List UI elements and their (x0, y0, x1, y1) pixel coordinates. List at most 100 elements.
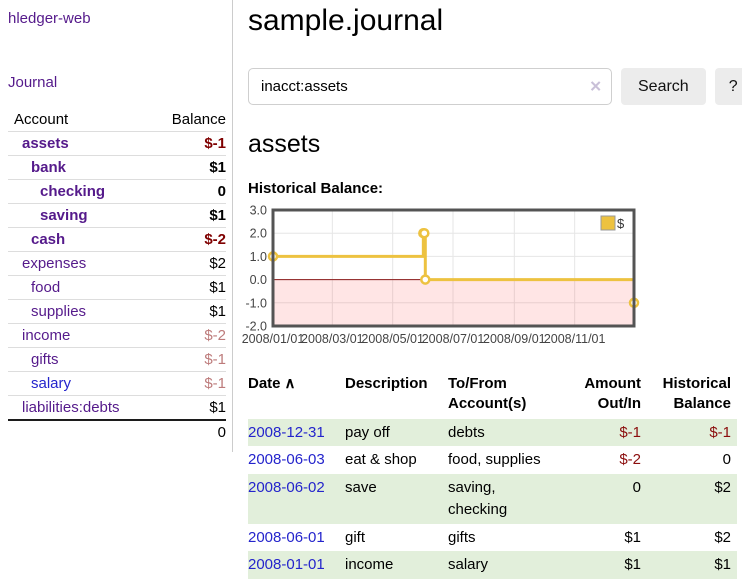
account-balance: $-1 (154, 347, 226, 372)
transaction-description: save (345, 474, 448, 524)
transaction-amount: $-2 (619, 451, 641, 469)
accounts-header-balance: Balance (171, 111, 226, 128)
svg-text:1.0: 1.0 (250, 250, 267, 264)
register-row: 2008-06-03 eat & shop food, supplies $-2… (248, 446, 737, 474)
account-row: food $1 (8, 275, 226, 300)
account-link-supplies[interactable]: supplies (31, 303, 87, 320)
transaction-amount: $-1 (560, 418, 641, 447)
account-link-food[interactable]: food (31, 279, 61, 296)
transaction-balance: $1 (641, 551, 737, 579)
account-link-salary[interactable]: salary (31, 375, 72, 392)
transaction-accounts: gifts (448, 528, 476, 546)
search-form: ✕ Search ? (248, 68, 742, 105)
svg-text:2.0: 2.0 (250, 227, 267, 241)
svg-text:2008/09/01: 2008/09/01 (483, 332, 546, 346)
page-title: sample.journal (248, 4, 444, 37)
transaction-date-link[interactable]: 2008-06-02 (248, 479, 325, 496)
account-balance: $1 (154, 203, 226, 228)
svg-text:2008/03/01: 2008/03/01 (301, 332, 364, 346)
transaction-accounts: salary (448, 551, 560, 579)
account-balance: $1 (154, 275, 226, 300)
account-row: bank $1 (8, 155, 226, 180)
account-balance: $1 (154, 155, 226, 180)
sidebar-item-journal[interactable]: Journal (8, 74, 58, 91)
svg-text:2008/05/01: 2008/05/01 (361, 332, 424, 346)
account-link-saving[interactable]: saving (40, 207, 88, 224)
account-balance: $2 (154, 251, 226, 276)
transaction-description: pay off (345, 418, 448, 447)
transaction-date-link[interactable]: 2008-12-31 (248, 423, 325, 441)
account-balance: $-1 (154, 131, 226, 156)
historical-balance-chart: $3.0 2.0 1.0 0.0 -1.0 -2.02008/01/012008/03/0… (242, 204, 640, 346)
svg-text:$: $ (617, 216, 625, 231)
account-row: gifts $-1 (8, 347, 226, 372)
register-row: 2008-06-02 save saving, checking 0 $2 (248, 474, 737, 524)
account-row: salary $-1 (8, 371, 226, 396)
transaction-amount: $1 (560, 551, 641, 579)
account-balance: $-2 (154, 227, 226, 252)
register-row: 2008-06-01 gift gifts $1 $2 (248, 524, 737, 552)
account-page-title: assets (248, 130, 321, 158)
transaction-accounts: debts (448, 418, 560, 447)
transaction-accounts: food, supplies (448, 451, 541, 469)
transaction-date-link[interactable]: 2008-01-01 (248, 556, 325, 574)
svg-text:-2.0: -2.0 (245, 320, 267, 334)
help-button[interactable]: ? (714, 68, 742, 105)
accounts-total-row: 0 (8, 419, 226, 444)
column-date[interactable]: Date ∧ (248, 375, 296, 392)
register-row: 2008-01-01 income salary $1 $1 (248, 551, 737, 579)
svg-text:2008/01/01: 2008/01/01 (242, 332, 305, 346)
svg-text:0.0: 0.0 (250, 273, 267, 287)
account-link-expenses[interactable]: expenses (22, 255, 87, 272)
account-balance: $-2 (154, 323, 226, 348)
account-link-bank[interactable]: bank (31, 159, 67, 176)
account-balance: 0 (154, 179, 226, 204)
column-accounts: To/From Account(s) (448, 375, 527, 413)
transaction-balance: $2 (714, 528, 731, 546)
register-table: Date ∧ Description To/From Account(s) Amo… (248, 372, 737, 579)
transaction-balance: 0 (722, 451, 731, 469)
search-input[interactable] (248, 68, 612, 105)
chart-title: Historical Balance: (248, 180, 384, 197)
transaction-amount: $1 (624, 528, 641, 546)
transaction-date-link[interactable]: 2008-06-01 (248, 528, 325, 546)
register-row: 2008-12-31 pay off debts $-1 $-1 (248, 418, 737, 447)
column-balance: Historical Balance (662, 375, 731, 413)
transaction-description: gift (345, 528, 366, 546)
clear-search-icon[interactable]: ✕ (589, 78, 602, 96)
sort-ascending-icon: ∧ (284, 375, 296, 392)
column-amount: Amount Out/In (584, 375, 641, 413)
account-row: cash $-2 (8, 227, 226, 252)
account-link-income[interactable]: income (22, 327, 71, 344)
account-row: income $-2 (8, 323, 226, 348)
account-row: liabilities:debts $1 (8, 395, 226, 420)
transaction-accounts: saving, checking (448, 474, 560, 524)
account-row: expenses $2 (8, 251, 226, 276)
accounts-header-account: Account (14, 111, 69, 128)
main-content: sample.journal ✕ Search ? assets Histori… (233, 0, 742, 579)
svg-text:2008/07/01: 2008/07/01 (422, 332, 485, 346)
svg-text:3.0: 3.0 (250, 204, 267, 218)
account-row: saving $1 (8, 203, 226, 228)
account-link-checking[interactable]: checking (40, 183, 106, 200)
account-row: supplies $1 (8, 299, 226, 324)
account-balance: $-1 (154, 371, 226, 396)
account-link-liabilities-debts[interactable]: liabilities:debts (22, 399, 120, 416)
brand-link[interactable]: hledger-web (8, 10, 91, 27)
accounts-header-row: Account Balance (8, 108, 226, 132)
transaction-balance: $2 (641, 474, 737, 524)
transaction-amount: 0 (560, 474, 641, 524)
accounts-table: Account Balance assets $-1 bank $1 check… (8, 108, 226, 444)
account-link-cash[interactable]: cash (31, 231, 66, 248)
account-link-gifts[interactable]: gifts (31, 351, 59, 368)
account-row: assets $-1 (8, 131, 226, 156)
search-button[interactable]: Search (621, 68, 706, 105)
svg-text:2008/11/01: 2008/11/01 (544, 332, 606, 346)
transaction-description: eat & shop (345, 451, 417, 469)
transaction-date-link[interactable]: 2008-06-03 (248, 451, 325, 469)
transaction-balance: $-1 (641, 418, 737, 447)
account-link-assets[interactable]: assets (22, 135, 69, 152)
column-description: Description (345, 375, 428, 392)
register-header-row: Date ∧ Description To/From Account(s) Amo… (248, 372, 737, 419)
